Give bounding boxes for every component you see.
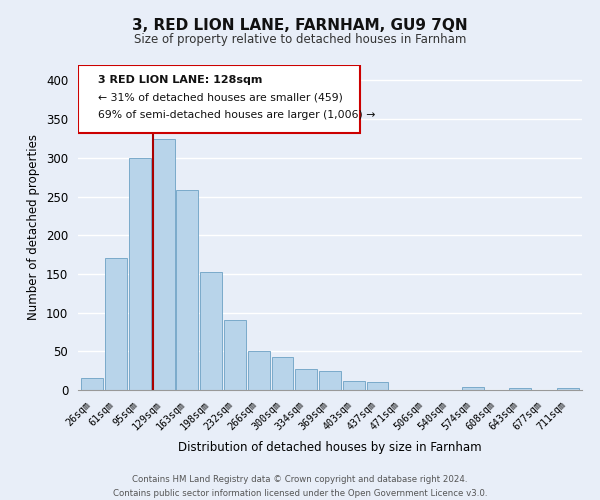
Bar	[105, 258, 127, 390]
Bar	[224, 320, 246, 390]
Text: Size of property relative to detached houses in Farnham: Size of property relative to detached ho…	[134, 32, 466, 46]
Bar	[509, 388, 531, 390]
Bar	[248, 352, 269, 390]
Text: 3, RED LION LANE, FARNHAM, GU9 7QN: 3, RED LION LANE, FARNHAM, GU9 7QN	[132, 18, 468, 32]
Text: 69% of semi-detached houses are larger (1,006) →: 69% of semi-detached houses are larger (…	[98, 110, 376, 120]
Bar	[129, 158, 151, 390]
Text: Contains HM Land Registry data © Crown copyright and database right 2024.
Contai: Contains HM Land Registry data © Crown c…	[113, 476, 487, 498]
Bar	[343, 380, 365, 390]
Y-axis label: Number of detached properties: Number of detached properties	[28, 134, 40, 320]
Bar	[200, 272, 222, 390]
Bar	[152, 138, 175, 390]
Bar	[462, 387, 484, 390]
Bar	[319, 372, 341, 390]
Text: 3 RED LION LANE: 128sqm: 3 RED LION LANE: 128sqm	[98, 74, 263, 85]
Bar	[176, 190, 198, 390]
Bar	[272, 356, 293, 390]
FancyBboxPatch shape	[78, 65, 360, 133]
Bar	[557, 388, 578, 390]
Bar	[367, 382, 388, 390]
Text: ← 31% of detached houses are smaller (459): ← 31% of detached houses are smaller (45…	[98, 92, 343, 102]
X-axis label: Distribution of detached houses by size in Farnham: Distribution of detached houses by size …	[178, 440, 482, 454]
Bar	[295, 369, 317, 390]
Bar	[82, 378, 103, 390]
